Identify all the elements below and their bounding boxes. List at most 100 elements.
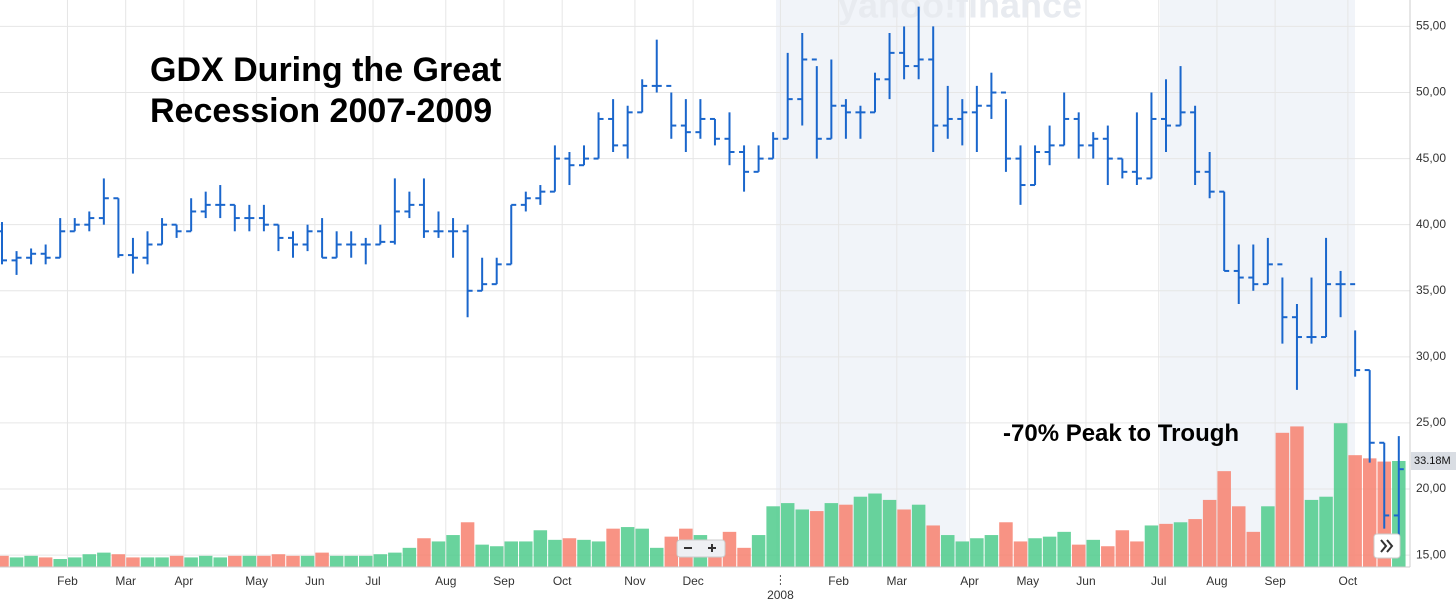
x-tick-label: Feb <box>828 574 849 588</box>
volume-bar <box>1057 531 1071 567</box>
volume-bar <box>446 535 460 567</box>
volume-bar <box>1275 432 1290 567</box>
volume-bar <box>911 504 926 567</box>
volume-bar <box>533 530 548 567</box>
volume-bar <box>810 511 824 567</box>
volume-bar <box>751 535 766 567</box>
volume-bar <box>198 555 213 567</box>
volume-bar <box>475 544 489 567</box>
y-tick-label: 55,00 <box>1416 19 1446 33</box>
volume-bar <box>606 528 620 567</box>
volume-bar <box>300 555 315 567</box>
volume-bar <box>82 554 97 567</box>
x-tick-label: Oct <box>1339 574 1358 588</box>
x-tick-label: Nov <box>624 574 645 588</box>
volume-badge <box>1411 451 1456 470</box>
volume-bar <box>169 555 184 567</box>
volume-bar <box>489 546 504 567</box>
volume-bar <box>591 541 606 567</box>
volume-bar <box>926 525 940 567</box>
shaded-period <box>776 0 966 567</box>
volume-bar <box>140 557 155 567</box>
volume-bar <box>402 547 417 567</box>
volume-bar <box>1086 539 1100 567</box>
volume-bar <box>1028 538 1042 567</box>
volume-bar <box>795 509 809 567</box>
volume-bar <box>359 555 373 567</box>
volume-bar <box>24 555 38 567</box>
x-tick-label: Apr <box>175 574 194 588</box>
y-tick-label: 15,00 <box>1416 547 1446 561</box>
volume-bar <box>824 503 839 567</box>
volume-bar <box>373 554 388 567</box>
volume-bar <box>417 538 431 567</box>
x-tick-label: Aug <box>435 574 456 588</box>
volume-bar <box>1362 458 1377 567</box>
zoom-control[interactable] <box>676 539 726 558</box>
x-tick-label: May <box>245 574 268 588</box>
x-tick-label: Mar <box>115 574 136 588</box>
volume-bar <box>780 503 795 567</box>
volume-bar <box>431 541 446 567</box>
volume-bar <box>228 555 242 567</box>
volume-bar <box>1159 523 1173 567</box>
volume-bar <box>1333 423 1348 567</box>
volume-bar <box>0 555 9 567</box>
x-tick-label: Oct <box>553 574 572 588</box>
x-tick-label: 2008 <box>767 588 794 602</box>
y-tick-label: 35,00 <box>1416 283 1446 297</box>
volume-bar <box>955 541 970 567</box>
volume-bar <box>1348 455 1362 567</box>
volume-bar <box>1188 519 1202 567</box>
volume-bar <box>9 557 24 567</box>
volume-bar <box>519 541 533 567</box>
volume-bar <box>68 557 82 567</box>
volume-bar <box>620 527 635 567</box>
volume-bar <box>329 555 344 567</box>
volume-bar <box>344 555 358 567</box>
volume-bar <box>97 552 111 567</box>
volume-bar <box>897 509 911 567</box>
volume-bar <box>1144 525 1159 567</box>
volume-bar <box>664 536 679 567</box>
x-tick-label: Aug <box>1206 574 1227 588</box>
scroll-icon[interactable] <box>1380 539 1394 553</box>
volume-bar <box>737 547 751 567</box>
scroll-button[interactable] <box>1373 533 1401 559</box>
volume-bar <box>1217 471 1231 567</box>
y-tick-label: 40,00 <box>1416 217 1446 231</box>
volume-bar <box>1304 499 1319 567</box>
y-tick-label: 25,00 <box>1416 415 1446 429</box>
volume-bar <box>126 557 140 567</box>
volume-bar <box>577 539 591 567</box>
x-tick-label: Sep <box>1264 574 1286 588</box>
volume-bar <box>562 538 577 567</box>
volume-bar <box>766 506 780 567</box>
x-tick-label: Feb <box>57 574 78 588</box>
price-bars <box>0 6 1404 536</box>
x-tick-label: Apr <box>960 574 979 588</box>
volume-bar <box>184 557 198 567</box>
x-tick-label: Sep <box>493 574 515 588</box>
volume-bar <box>635 528 649 567</box>
volume-bar <box>548 539 562 567</box>
volume-bar <box>271 554 286 567</box>
volume-bar <box>1071 544 1086 567</box>
x-tick-label: Jun <box>1076 574 1095 588</box>
volume-bar <box>1101 546 1115 567</box>
x-tick-label: Jun <box>305 574 324 588</box>
volume-bar <box>460 522 475 567</box>
x-tick-label: May <box>1016 574 1039 588</box>
volume-bar <box>504 541 518 567</box>
volume-bar <box>53 559 67 567</box>
y-tick-label: 45,00 <box>1416 151 1446 165</box>
volume-bar <box>213 557 227 567</box>
volume-bar <box>1130 541 1144 567</box>
volume-bar <box>999 522 1013 567</box>
volume-bar <box>1042 536 1057 567</box>
volume-bar <box>111 554 126 567</box>
volume-bar <box>286 555 300 567</box>
volume-bar <box>1115 530 1130 567</box>
volume-bar <box>388 552 402 567</box>
